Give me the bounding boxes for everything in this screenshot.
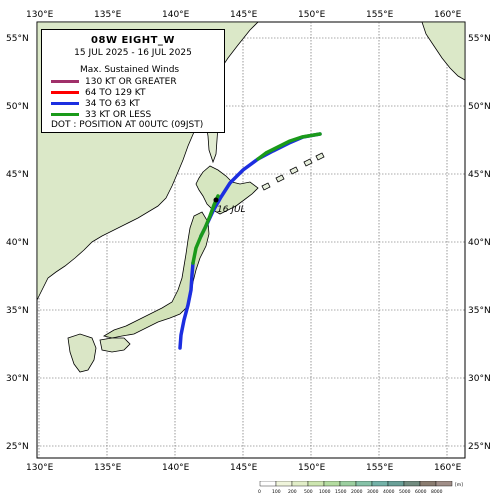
lon-label: 135°E [94,463,122,473]
legend-swatch [51,80,79,83]
legend-dot-note: DOT : POSITION AT 00UTC (09JST) [51,120,204,130]
elevation-scale: 0 100 200 500 1000 1500 2000 3000 4000 5… [258,481,463,495]
lon-label: 150°E [298,463,326,473]
legend-label: 33 KT OR LESS [85,109,152,120]
storm-dates: 15 JUL 2025 - 16 JUL 2025 [74,48,192,58]
track-segment-33kt-east [256,132,322,161]
lon-label: 155°E [366,10,394,20]
lat-label: 35°N [468,306,491,316]
lon-label: 150°E [298,10,326,20]
elevation-swatches [259,481,453,487]
lon-label: 145°E [230,10,258,20]
lon-label: 135°E [94,10,122,20]
lon-label: 140°E [162,463,190,473]
legend-heading: Max. Sustained Winds [80,65,180,75]
lon-label: 130°E [26,10,54,20]
lon-labels-bottom: 130°E 135°E 140°E 145°E 150°E 155°E 160°… [26,463,462,473]
lat-label: 50°N [468,102,491,112]
lon-label: 130°E [26,463,54,473]
lon-labels-top: 130°E 135°E 140°E 145°E 150°E 155°E 160°… [26,10,462,20]
legend-swatch [51,113,79,116]
scale-tick: 0 [258,489,261,495]
storm-title: 08W EIGHT_W [91,35,175,46]
lat-label: 45°N [468,170,491,180]
legend-label: 64 TO 129 KT [85,87,146,98]
lat-label: 40°N [468,238,491,248]
scale-tick: 2000 [351,489,363,495]
legend-label: 34 TO 63 KT [85,98,140,109]
storm-track [178,132,322,350]
lat-label: 25°N [6,442,29,452]
legend-swatch [51,91,79,94]
legend-item: 130 KT OR GREATER [51,76,177,87]
lat-label: 35°N [6,306,29,316]
lat-label: 40°N [6,238,29,248]
lat-label: 45°N [6,170,29,180]
legend-label: 130 KT OR GREATER [85,76,177,87]
scale-tick: 8000 [431,489,443,495]
lat-labels-left: 55°N 50°N 45°N 40°N 35°N 30°N 25°N [6,34,29,452]
position-dot [213,197,219,203]
legend-swatch [51,102,79,105]
legend: 08W EIGHT_W 15 JUL 2025 - 16 JUL 2025 Ma… [41,29,225,133]
track-segment-34-63kt [178,261,195,350]
scale-tick: 4000 [383,489,395,495]
lat-label: 30°N [6,374,29,384]
scale-tick: 200 [288,489,297,495]
legend-item: 34 TO 63 KT [51,98,140,109]
date-label: 16 JUL [217,205,246,215]
scale-tick: 1500 [335,489,347,495]
lat-label: 55°N [468,34,491,44]
scale-tick: 3000 [367,489,379,495]
scale-tick: 100 [272,489,281,495]
track-segment-33kt-south [191,234,203,265]
lon-label: 160°E [434,10,462,20]
scale-tick: 6000 [415,489,427,495]
lon-label: 160°E [434,463,462,473]
scale-tick: 1000 [319,489,331,495]
lon-label: 140°E [162,10,190,20]
scale-tick: 5000 [399,489,411,495]
legend-item: 64 TO 129 KT [51,87,146,98]
lat-label: 30°N [468,374,491,384]
lon-label: 145°E [230,463,258,473]
scale-unit: [m] [455,482,463,488]
legend-item: 33 KT OR LESS [51,109,151,120]
lat-label: 55°N [6,34,29,44]
lat-labels-right: 55°N 50°N 45°N 40°N 35°N 30°N 25°N [468,34,491,452]
lon-label: 155°E [366,463,394,473]
lat-label: 25°N [468,442,491,452]
lat-label: 50°N [6,102,29,112]
scale-tick: 500 [304,489,313,495]
